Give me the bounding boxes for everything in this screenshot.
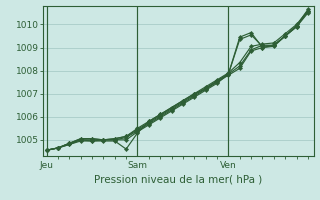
X-axis label: Pression niveau de la mer( hPa ): Pression niveau de la mer( hPa ) — [94, 174, 262, 184]
